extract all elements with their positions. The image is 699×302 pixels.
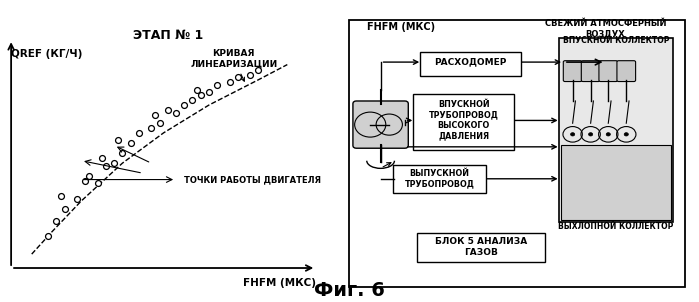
FancyBboxPatch shape [420, 52, 521, 76]
Text: ЭТАП № 1: ЭТАП № 1 [133, 29, 203, 42]
FancyBboxPatch shape [617, 61, 635, 82]
Text: FHFM (МКС): FHFM (МКС) [367, 22, 435, 32]
Point [84, 173, 95, 178]
Point [191, 88, 202, 92]
Text: БЛОК 5 АНАЛИЗА
ГАЗОВ: БЛОК 5 АНАЛИЗА ГАЗОВ [435, 237, 527, 257]
Text: РАСХОДОМЕР: РАСХОДОМЕР [434, 58, 507, 67]
Point [117, 151, 128, 156]
Text: КРИВАЯ
ЛИНЕАРИЗАЦИИ: КРИВАЯ ЛИНЕАРИЗАЦИИ [190, 50, 278, 81]
Point [125, 140, 136, 145]
Point [96, 156, 108, 160]
Circle shape [589, 133, 593, 136]
Point [232, 75, 243, 80]
Text: ВПУСКНОЙ КОЛЛЕКТОР: ВПУСКНОЙ КОЛЛЕКТОР [563, 36, 669, 45]
FancyBboxPatch shape [353, 101, 408, 148]
FancyBboxPatch shape [393, 165, 486, 193]
Circle shape [606, 133, 610, 136]
Point [92, 181, 103, 186]
Text: QREF (КГ/Ч): QREF (КГ/Ч) [11, 50, 82, 59]
Point [145, 125, 157, 130]
Bar [561, 146, 671, 220]
Circle shape [624, 133, 628, 136]
Point [224, 80, 235, 85]
Text: FHFM (МКС): FHFM (МКС) [243, 278, 316, 288]
Point [55, 194, 66, 198]
FancyBboxPatch shape [559, 38, 673, 222]
Text: ВЫХЛОПНОЙ КОЛЛЕКТОР: ВЫХЛОПНОЙ КОЛЛЕКТОР [559, 222, 674, 231]
Text: ВПУСКНОЙ
ТРУБОПРОВОД
ВЫСОКОГО
ДАВЛЕНИЯ: ВПУСКНОЙ ТРУБОПРОВОД ВЫСОКОГО ДАВЛЕНИЯ [428, 100, 498, 140]
Circle shape [570, 133, 575, 136]
Text: ТОЧКИ РАБОТЫ ДВИГАТЕЛЯ: ТОЧКИ РАБОТЫ ДВИГАТЕЛЯ [185, 175, 322, 184]
FancyBboxPatch shape [563, 61, 582, 82]
Point [171, 110, 182, 115]
Point [245, 72, 256, 77]
Point [154, 120, 165, 125]
Text: СВЕЖИЙ АТМОСФЕРНЫЙ
ВОЗДУХ: СВЕЖИЙ АТМОСФЕРНЫЙ ВОЗДУХ [545, 19, 666, 38]
Point [43, 234, 54, 239]
Point [253, 67, 264, 72]
Point [113, 138, 124, 143]
FancyBboxPatch shape [582, 61, 600, 82]
FancyBboxPatch shape [417, 233, 545, 262]
Point [134, 130, 145, 135]
Text: ВЫПУСКНОЙ
ТРУБОПРОВОД: ВЫПУСКНОЙ ТРУБОПРОВОД [405, 169, 475, 188]
Point [108, 161, 120, 165]
FancyBboxPatch shape [599, 61, 618, 82]
Point [150, 113, 161, 117]
Point [195, 92, 206, 97]
Point [80, 178, 91, 183]
Point [71, 196, 82, 201]
Point [203, 90, 215, 95]
FancyBboxPatch shape [414, 94, 514, 149]
Point [187, 98, 198, 102]
Point [59, 206, 71, 211]
Point [162, 108, 173, 112]
Point [212, 82, 223, 87]
Point [101, 163, 112, 168]
Text: Фиг. 6: Фиг. 6 [314, 281, 385, 300]
Point [51, 219, 62, 224]
Point [179, 103, 190, 108]
